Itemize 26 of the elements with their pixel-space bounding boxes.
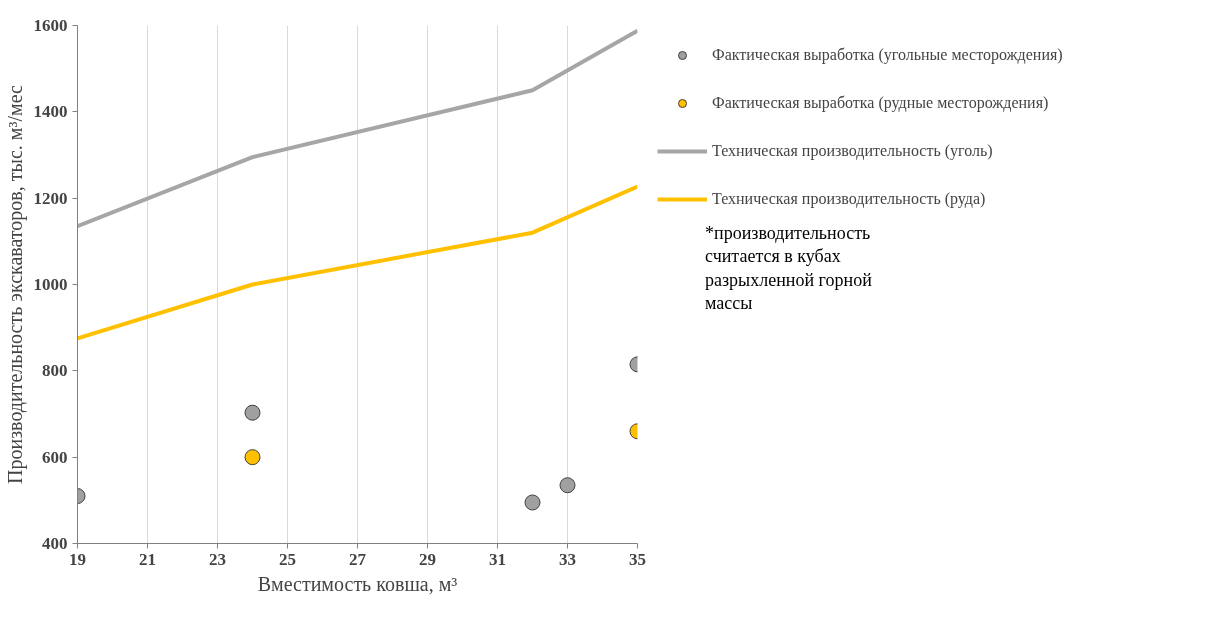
text: *производительность считается в кубах разрыхленной горной массы (705, 222, 872, 316)
legend-label: Фактическая выработка (угольные месторождения) (712, 46, 1063, 64)
legend-label: Техническая производительность (уголь) (712, 142, 993, 160)
x-tick-label: 27 (349, 549, 367, 569)
x-tick-label: 23 (209, 549, 226, 569)
x-tick-label: 35 (629, 549, 646, 569)
x-tick-label: 31 (489, 549, 506, 569)
x-axis-title: Вместимость ковша, м³ (257, 572, 458, 595)
legend-label: Техническая производительность (руда) (712, 190, 986, 208)
y-tick-label: 600 (42, 447, 68, 467)
line-series (77, 28, 638, 229)
point (244, 404, 261, 421)
x-tick-label: 21 (139, 549, 156, 569)
legend-label: Фактическая выработка (рудные месторождения) (712, 94, 1049, 112)
y-tick-label: 1000 (33, 275, 68, 294)
y-tick-label: 1200 (33, 188, 68, 208)
y-axis-title: Производительность экскаваторов, тыс. м³/мес (3, 84, 27, 484)
y-tick-label: 1400 (33, 102, 68, 122)
y-tick-label: 800 (42, 361, 68, 381)
line-series (77, 184, 638, 341)
y-tick-label: 400 (42, 534, 68, 553)
x-tick-label: 33 (559, 549, 576, 569)
x-tick-label: 25 (279, 549, 296, 569)
x-tick-label: 29 (419, 549, 436, 569)
x-tick-label: 19 (69, 549, 86, 569)
y-tick-label: 1600 (33, 16, 68, 35)
